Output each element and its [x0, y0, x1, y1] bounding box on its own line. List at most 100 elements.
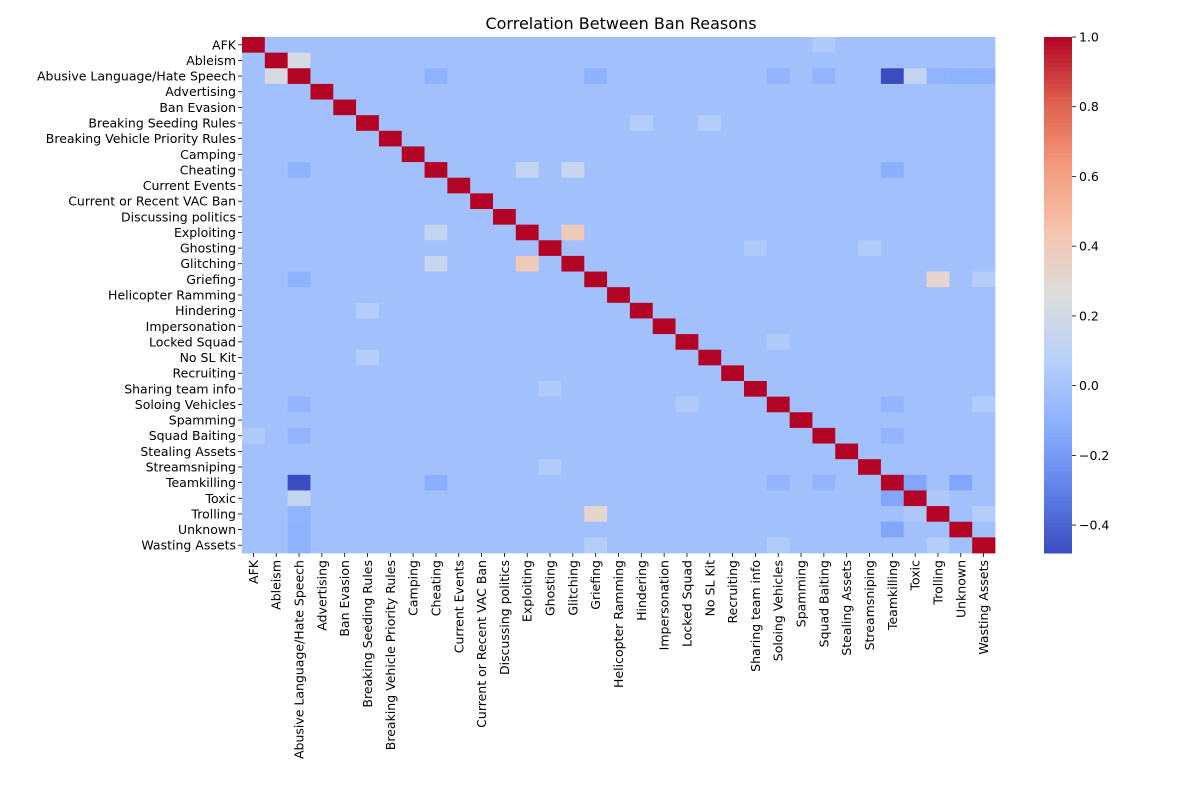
heatmap-cell	[538, 271, 562, 288]
heatmap-cell	[401, 146, 425, 163]
heatmap-cell	[401, 521, 425, 538]
heatmap-cell	[926, 287, 950, 304]
heatmap-cell	[264, 318, 289, 335]
heatmap-cell	[470, 490, 494, 507]
heatmap-cell	[264, 162, 289, 179]
y-tick-label: Toxic	[204, 491, 236, 506]
heatmap-cell	[880, 162, 905, 179]
heatmap-cell	[310, 521, 334, 538]
colorbar-segment	[1044, 540, 1072, 545]
heatmap-cell	[356, 177, 380, 194]
heatmap-cell	[926, 115, 950, 132]
heatmap-cell	[310, 271, 334, 288]
heatmap-cell	[972, 287, 996, 304]
heatmap-cell	[470, 209, 494, 226]
heatmap-cell	[972, 474, 996, 491]
colorbar-segment	[1044, 432, 1072, 438]
heatmap-cell	[584, 271, 608, 288]
heatmap-cell	[766, 427, 791, 444]
heatmap-cell	[515, 224, 540, 241]
heatmap-cell	[264, 68, 289, 85]
x-tick-label: Exploiting	[520, 560, 535, 622]
heatmap-cell	[264, 146, 289, 163]
heatmap-cell	[949, 459, 973, 476]
heatmap-cell	[675, 52, 699, 69]
heatmap-cell	[766, 396, 791, 413]
x-tick-label: Impersonation	[657, 560, 672, 650]
heatmap-cell	[972, 209, 996, 226]
heatmap-cell	[629, 255, 654, 272]
heatmap-cell	[242, 334, 266, 351]
heatmap-cell	[903, 412, 927, 429]
colorbar-segment	[1044, 269, 1072, 274]
heatmap-cell	[470, 287, 494, 304]
heatmap-cell	[356, 146, 380, 163]
heatmap-cell	[903, 459, 927, 476]
heatmap-cell	[903, 349, 927, 366]
heatmap-cell	[584, 209, 608, 226]
heatmap-cell	[858, 365, 882, 382]
heatmap-cell	[561, 365, 585, 382]
heatmap-cell	[561, 83, 585, 100]
heatmap-cell	[515, 396, 540, 413]
heatmap-cell	[744, 52, 768, 69]
heatmap-cell	[493, 334, 517, 351]
heatmap-cell	[287, 271, 311, 288]
heatmap-cell	[972, 177, 996, 194]
heatmap-cell	[242, 37, 266, 54]
heatmap-cell	[835, 365, 859, 382]
heatmap-cell	[903, 52, 927, 69]
heatmap-cell	[356, 365, 380, 382]
heatmap-cell	[629, 412, 654, 429]
heatmap-cell	[698, 459, 722, 476]
heatmap-cell	[287, 396, 311, 413]
heatmap-cell	[287, 99, 311, 116]
y-tick-label: No SL Kit	[180, 350, 237, 365]
colorbar-segment	[1044, 226, 1072, 231]
heatmap-cell	[903, 130, 927, 147]
heatmap-cell	[949, 83, 973, 100]
heatmap-cell	[789, 381, 813, 398]
y-tick-label: Abusive Language/Hate Speech	[37, 69, 236, 84]
heatmap-cell	[789, 490, 813, 507]
heatmap-cell	[401, 334, 425, 351]
heatmap-cell	[287, 83, 311, 100]
heatmap-cell	[949, 396, 973, 413]
heatmap-cell	[287, 443, 311, 460]
heatmap-cell	[470, 52, 494, 69]
heatmap-cell	[835, 521, 859, 538]
heatmap-cell	[287, 474, 311, 491]
heatmap-cell	[424, 412, 448, 429]
heatmap-cell	[607, 459, 631, 476]
y-tick-label: Current or Recent VAC Ban	[68, 194, 236, 209]
heatmap-cell	[584, 130, 608, 147]
heatmap-cell	[447, 83, 471, 100]
heatmap-cell	[972, 224, 996, 241]
heatmap-cell	[538, 443, 562, 460]
heatmap-cell	[287, 537, 311, 554]
colorbar-segment	[1044, 127, 1072, 133]
heatmap-cell	[561, 177, 585, 194]
heatmap-cell	[356, 99, 380, 116]
colorbar-segment	[1044, 105, 1072, 111]
heatmap-cell	[470, 193, 494, 210]
heatmap-cell	[949, 68, 973, 85]
heatmap-cell	[242, 287, 266, 304]
heatmap-cell	[926, 427, 950, 444]
heatmap-cell	[584, 537, 608, 554]
heatmap-cell	[584, 83, 608, 100]
heatmap-cell	[880, 427, 905, 444]
heatmap-cell	[378, 255, 403, 272]
heatmap-cell	[356, 443, 380, 460]
heatmap-cell	[287, 146, 311, 163]
heatmap-cell	[835, 334, 859, 351]
heatmap-cell	[629, 302, 654, 319]
heatmap-cell	[310, 130, 334, 147]
colorbar-segment	[1044, 411, 1072, 416]
heatmap-cell	[766, 443, 791, 460]
heatmap-cell	[698, 255, 722, 272]
heatmap-cell	[264, 537, 289, 554]
heatmap-cell	[675, 427, 699, 444]
heatmap-cell	[652, 474, 676, 491]
heatmap-cell	[356, 130, 380, 147]
